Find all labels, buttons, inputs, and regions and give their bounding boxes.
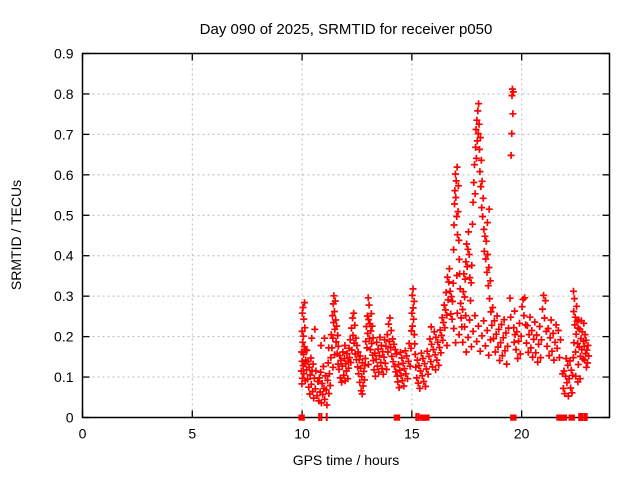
y-tick-label: 0.2 — [54, 329, 74, 345]
zero-value-square — [393, 414, 401, 421]
data-layer — [297, 85, 593, 421]
y-tick-label: 0.1 — [54, 369, 74, 385]
zero-value-ticks — [318, 413, 588, 421]
grid-layer — [82, 53, 610, 418]
zero-value-square — [510, 414, 517, 421]
x-tick-label: 10 — [294, 426, 310, 442]
y-axis-label: SRMTID / TECUs — [8, 180, 24, 290]
zero-value-square — [568, 414, 575, 421]
y-tick-label: 0.4 — [54, 248, 74, 264]
x-axis-label: GPS time / hours — [293, 452, 400, 468]
zero-value-square — [423, 414, 430, 421]
zero-value-square — [298, 414, 305, 421]
x-tick-label: 5 — [188, 426, 196, 442]
axis-layer — [81, 52, 611, 419]
y-tick-label: 0.5 — [54, 207, 74, 223]
y-tick-label: 0.3 — [54, 288, 74, 304]
y-tick-label: 0 — [66, 410, 74, 426]
y-tick-label: 0.9 — [54, 46, 74, 62]
tick-label-layer: 0 5 10 15 20 0 0.1 0.2 0.3 0.4 0.5 0.6 0.7 0.8 0.9 — [54, 46, 530, 442]
chart-title: Day 090 of 2025, SRMTID for receiver p05… — [200, 21, 493, 38]
y-tick-label: 0.6 — [54, 167, 74, 183]
scatter-points — [297, 85, 593, 409]
y-tick-label: 0.7 — [54, 126, 74, 142]
x-tick-label: 15 — [404, 426, 420, 442]
zero-value-square — [560, 414, 568, 421]
x-tick-label: 20 — [514, 426, 530, 442]
x-tick-label: 0 — [79, 426, 87, 442]
y-tick-label: 0.8 — [54, 86, 74, 102]
